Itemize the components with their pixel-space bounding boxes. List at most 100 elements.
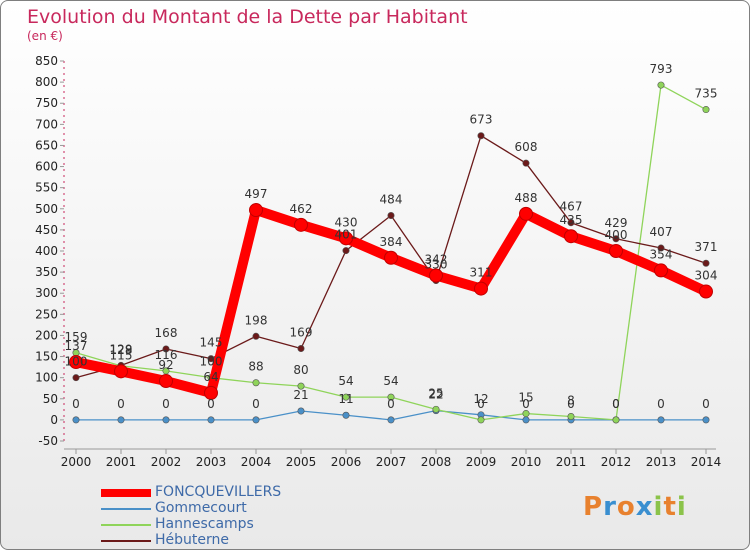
data-point — [702, 416, 710, 424]
x-tick-label: 2003 — [196, 455, 227, 469]
data-point — [702, 259, 710, 267]
y-tick-label: 300 — [35, 286, 58, 300]
x-tick-label: 2002 — [151, 455, 182, 469]
data-point — [387, 416, 395, 424]
y-tick-label: 250 — [35, 307, 58, 321]
data-point — [117, 416, 125, 424]
data-point — [567, 219, 575, 227]
data-point — [432, 405, 440, 413]
y-tick-label: 850 — [35, 54, 58, 68]
x-tick-label: 2009 — [466, 455, 497, 469]
data-point — [609, 244, 623, 258]
data-point — [297, 382, 305, 390]
y-tick-label: 550 — [35, 181, 58, 195]
logo-letter: i — [653, 492, 664, 522]
legend-swatch — [101, 489, 151, 497]
data-label: 0 — [612, 397, 620, 411]
data-point — [159, 374, 173, 389]
data-label: 168 — [155, 326, 178, 340]
data-label: 54 — [383, 374, 398, 388]
data-label: 25 — [428, 386, 443, 400]
x-tick-label: 2013 — [646, 455, 677, 469]
proxiti-logo: Proxiti — [583, 492, 687, 522]
data-point — [249, 203, 263, 218]
y-tick-label: 500 — [35, 202, 58, 216]
data-label: 0 — [702, 397, 710, 411]
data-label: 400 — [605, 228, 628, 242]
y-tick-label: 100 — [35, 371, 58, 385]
data-point — [342, 247, 350, 255]
x-tick-label: 2012 — [601, 455, 632, 469]
logo-letter: i — [676, 492, 687, 522]
data-label: 342 — [425, 252, 448, 266]
data-label: 497 — [245, 187, 268, 201]
x-tick-label: 2000 — [61, 455, 92, 469]
y-tick-label: 200 — [35, 328, 58, 342]
data-point — [294, 217, 308, 232]
data-point — [654, 263, 668, 278]
data-point — [72, 374, 80, 382]
logo-letter: o — [616, 492, 636, 522]
y-tick-label: 400 — [35, 244, 58, 258]
data-label: 198 — [245, 313, 268, 327]
data-point — [162, 416, 170, 424]
data-point — [297, 407, 305, 415]
data-point — [477, 132, 485, 140]
data-label: 64 — [203, 370, 218, 384]
data-point — [162, 345, 170, 353]
data-label: 371 — [695, 240, 718, 254]
data-point — [342, 393, 350, 401]
y-tick-label: 650 — [35, 138, 58, 152]
data-label: 116 — [155, 348, 178, 362]
y-tick-label: 0 — [50, 413, 58, 427]
data-label: 793 — [650, 62, 673, 76]
logo-letter: P — [583, 492, 604, 522]
data-label: 0 — [567, 397, 575, 411]
data-point — [657, 244, 665, 252]
data-point — [339, 231, 353, 246]
y-tick-label: 450 — [35, 223, 58, 237]
data-point — [702, 106, 710, 114]
data-label: 488 — [515, 191, 538, 205]
x-tick-label: 2005 — [286, 455, 317, 469]
data-point — [657, 81, 665, 89]
data-label: 54 — [338, 374, 353, 388]
data-point — [522, 416, 530, 424]
data-point — [69, 355, 83, 370]
data-label: 0 — [522, 397, 530, 411]
data-point — [477, 416, 485, 424]
data-point — [342, 411, 350, 419]
x-tick-label: 2004 — [241, 455, 272, 469]
data-label: 21 — [293, 388, 308, 402]
data-label: 330 — [425, 258, 448, 272]
data-label: 401 — [335, 228, 358, 242]
data-label: 0 — [72, 397, 80, 411]
data-label: 137 — [65, 339, 88, 353]
data-label: 145 — [200, 336, 223, 350]
data-label: 462 — [290, 202, 313, 216]
data-label: 100 — [65, 355, 88, 369]
data-label: 159 — [65, 330, 88, 344]
legend-label: FONCQUEVILLERS — [155, 484, 282, 500]
data-point — [612, 416, 620, 424]
data-label: 0 — [252, 397, 260, 411]
data-label: 311 — [470, 266, 493, 280]
data-point — [564, 229, 578, 244]
data-point — [204, 385, 218, 400]
logo-letter: x — [635, 492, 654, 522]
y-tick-label: 150 — [35, 350, 58, 364]
data-point — [252, 416, 260, 424]
legend-swatch — [101, 508, 151, 510]
data-point — [207, 355, 215, 363]
x-tick-label: 2011 — [556, 455, 587, 469]
data-label: 11 — [338, 392, 353, 406]
data-point — [387, 393, 395, 401]
data-label: 673 — [470, 113, 493, 127]
data-label: 80 — [293, 363, 308, 377]
data-label: 407 — [650, 225, 673, 239]
chart-title: Evolution du Montant de la Dette par Hab… — [27, 6, 468, 28]
data-label: 0 — [477, 397, 485, 411]
y-tick-label: 600 — [35, 160, 58, 174]
data-label: 429 — [605, 216, 628, 230]
